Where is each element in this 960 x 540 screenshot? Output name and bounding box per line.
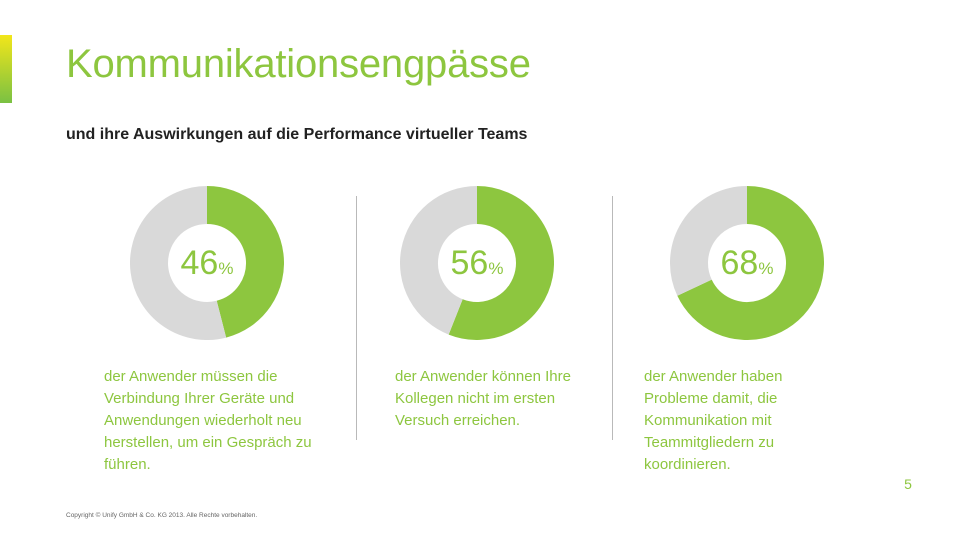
donut-chart-1-number: 46 — [180, 244, 219, 282]
donut-chart-1-value-slice — [206, 186, 284, 338]
column-divider-2 — [612, 196, 613, 440]
page-title: Kommunikationsengpässe — [66, 42, 531, 86]
donut-chart-2-svg — [400, 186, 554, 340]
donut-chart-1-svg — [130, 186, 284, 340]
donut-chart-3-remainder-slice — [670, 186, 748, 296]
accent-bar — [0, 35, 12, 103]
page-number: 5 — [904, 476, 912, 492]
copyright-notice: Copyright © Unify GmbH & Co. KG 2013. Al… — [66, 512, 258, 519]
donut-chart-1-remainder-slice — [130, 186, 227, 340]
column-divider-1 — [356, 196, 357, 440]
donut-chart-2-number: 56 — [450, 244, 489, 282]
donut-chart-2-value-slice — [448, 186, 554, 340]
donut-chart-3: 68% — [670, 186, 824, 340]
donut-chart-3-value-slice — [677, 186, 824, 340]
donut-chart-2-value: 56% — [400, 243, 554, 290]
donut-chart-2-remainder-slice — [400, 186, 478, 335]
donut-chart-2: 56% — [400, 186, 554, 340]
donut-chart-1-unit: % — [218, 259, 234, 278]
donut-chart-1-description: der Anwender müssen die Verbindung Ihrer… — [104, 368, 312, 473]
donut-chart-3-unit: % — [758, 259, 774, 278]
donut-chart-1-value: 46% — [130, 243, 284, 290]
page-subtitle: und ihre Auswirkungen auf die Performanc… — [66, 126, 528, 143]
donut-chart-2-unit: % — [488, 259, 504, 278]
donut-chart-3-svg — [670, 186, 824, 340]
donut-chart-3-description: der Anwender haben Probleme damit, die K… — [644, 368, 783, 473]
donut-chart-1: 46% — [130, 186, 284, 340]
donut-chart-3-value: 68% — [670, 243, 824, 290]
donut-chart-3-number: 68 — [720, 244, 759, 282]
donut-chart-2-description: der Anwender können Ihre Kollegen nicht … — [395, 368, 571, 429]
